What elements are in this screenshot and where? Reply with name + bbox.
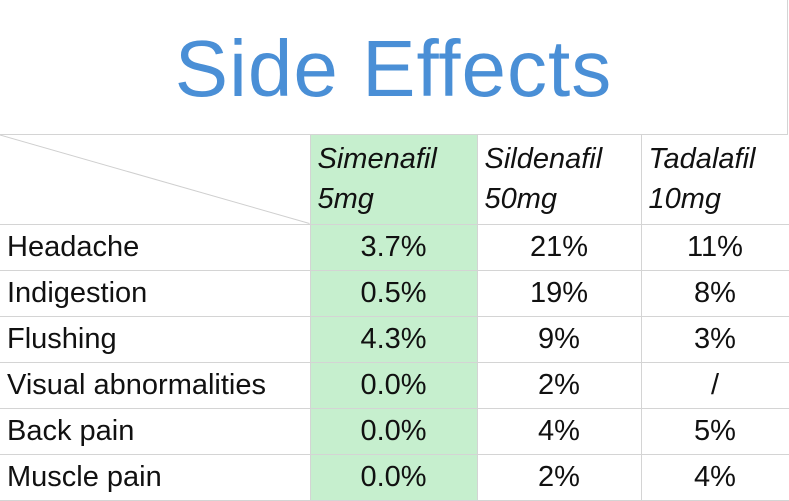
table-cell: 0.0%: [309, 407, 478, 455]
page-title: Side Effects: [174, 24, 613, 113]
row-label: Flushing: [0, 315, 311, 363]
column-header-simenafil: Simenafil 5mg: [309, 135, 478, 225]
table-cell: 8%: [640, 269, 789, 317]
column-header-dose: 50mg: [484, 183, 558, 216]
corner-cell: [0, 135, 311, 225]
table-cell: 2%: [476, 453, 642, 501]
table-cell: 2%: [476, 361, 642, 409]
row-label: Indigestion: [0, 269, 311, 317]
row-label: Headache: [0, 223, 311, 271]
diagonal-divider: [0, 135, 309, 223]
column-header-tadalafil: Tadalafil 10mg: [640, 135, 789, 225]
table-row: Headache 3.7% 21% 11%: [0, 223, 789, 271]
table-cell: 5%: [640, 407, 789, 455]
header-row: Simenafil 5mg Sildenafil 50mg Tadalafil …: [0, 135, 789, 225]
table-cell: 0.5%: [309, 269, 478, 317]
table-row: Muscle pain 0.0% 2% 4%: [0, 453, 789, 501]
row-label: Back pain: [0, 407, 311, 455]
column-header-name: Tadalafil: [648, 143, 756, 176]
table-cell: 9%: [476, 315, 642, 363]
table-cell: 21%: [476, 223, 642, 271]
table-cell: 4%: [640, 453, 789, 501]
table-cell: 3%: [640, 315, 789, 363]
row-label: Visual abnormalities: [0, 361, 311, 409]
table-row: Indigestion 0.5% 19% 8%: [0, 269, 789, 317]
title-cell: Side Effects: [0, 0, 788, 135]
column-header-dose: 10mg: [648, 183, 722, 216]
row-label: Muscle pain: [0, 453, 311, 501]
column-header-sildenafil: Sildenafil 50mg: [476, 135, 642, 225]
table-row: Back pain 0.0% 4% 5%: [0, 407, 789, 455]
table-row: Visual abnormalities 0.0% 2% /: [0, 361, 789, 409]
table-cell: 0.0%: [309, 453, 478, 501]
table-cell: 11%: [640, 223, 789, 271]
column-header-name: Sildenafil: [484, 143, 603, 176]
table-cell: 19%: [476, 269, 642, 317]
table-cell: 3.7%: [309, 223, 478, 271]
column-header-name: Simenafil: [317, 143, 437, 176]
table-cell: 0.0%: [309, 361, 478, 409]
table-cell: 4%: [476, 407, 642, 455]
side-effects-table: Simenafil 5mg Sildenafil 50mg Tadalafil …: [0, 135, 789, 501]
table-cell: /: [640, 361, 789, 409]
table-cell: 4.3%: [309, 315, 478, 363]
table-row: Flushing 4.3% 9% 3%: [0, 315, 789, 363]
column-header-dose: 5mg: [317, 183, 374, 216]
